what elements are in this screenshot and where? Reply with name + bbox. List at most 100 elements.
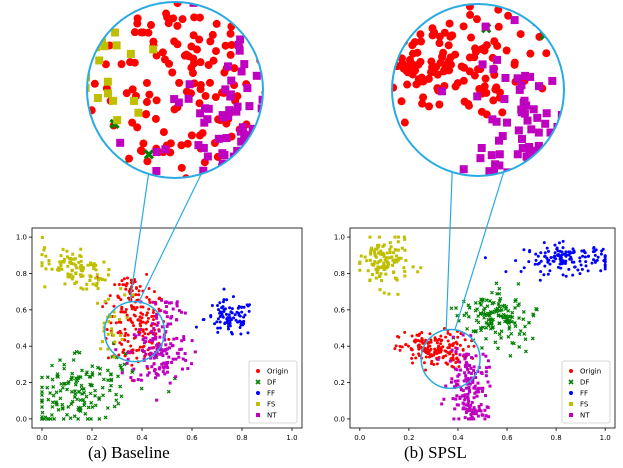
point-nt [466,397,470,401]
zoom-point-origin [440,28,449,37]
point-nt [134,334,138,338]
point-origin [138,284,142,288]
point-nt [162,366,166,370]
point-origin [446,339,450,343]
zoom-point-origin [227,40,236,49]
zoom-point-nt [517,134,526,143]
zoom-point-nt [236,35,245,44]
point-origin [138,322,142,326]
point-fs [382,264,386,268]
point-fs [96,278,100,282]
point-nt [182,335,186,339]
zoom-point-origin [195,13,204,22]
point-df [79,383,84,388]
point-fs [374,267,378,271]
point-df [89,416,93,421]
point-fs [379,266,383,270]
zoom-point-nt [492,117,501,126]
point-df [89,400,94,405]
point-nt [458,396,462,400]
zoom-magnified-circle [86,1,264,179]
point-origin [101,305,105,309]
point-ff [241,323,245,327]
point-df [501,315,506,320]
point-fs [377,275,381,279]
point-df [476,314,481,319]
point-fs [63,282,67,286]
point-nt [483,394,487,398]
zoom-point-fs [103,77,112,86]
point-ff [216,326,220,330]
point-fs [107,320,111,324]
point-fs [388,241,392,245]
point-nt [464,396,468,400]
point-df [490,290,494,295]
point-nt [151,300,155,304]
point-nt [160,298,164,302]
point-nt [169,316,173,320]
point-origin [119,298,123,302]
point-ff [549,255,553,259]
point-ff [235,310,239,314]
point-fs [374,255,378,259]
point-nt [453,385,457,389]
point-fs [379,252,383,256]
point-df [86,405,91,410]
point-df [51,385,56,389]
point-ff [538,278,542,282]
zoom-point-origin [196,85,205,94]
point-fs [73,281,77,285]
point-fs [377,243,381,247]
point-origin [433,349,437,353]
point-origin [411,361,415,365]
zoom-point-nt [514,126,523,135]
point-fs [62,257,66,261]
zoom-point-origin [435,100,444,109]
point-nt [182,337,186,341]
zoom-point-origin [417,73,426,82]
point-df [83,411,88,416]
point-fs [103,299,107,303]
point-origin [444,335,448,339]
point-origin [426,348,430,352]
zoom-point-origin [401,63,410,72]
point-fs [396,240,400,244]
zoom-point-origin [126,58,135,67]
zoom-point-nt [515,85,524,94]
point-fs [381,251,385,255]
point-df [50,363,54,368]
point-df [473,300,478,305]
point-nt [459,368,463,372]
zoom-point-nt [542,109,551,118]
legend-marker-ff [569,391,573,395]
point-nt [155,347,159,351]
point-ff [238,326,242,330]
zoom-point-fs [95,56,104,65]
point-nt [166,347,170,351]
zoom-point-nt [541,119,550,128]
point-df [97,416,102,421]
point-origin [456,335,460,339]
point-df [105,406,110,410]
point-nt [114,348,118,352]
point-df [517,344,522,349]
legend-marker-fs [569,402,573,406]
point-fs [85,287,89,291]
zoom-point-nt [459,165,468,174]
legend-marker-fs [256,402,260,406]
point-origin [120,307,124,311]
point-fs [400,246,404,250]
point-nt [164,330,168,334]
point-ff [242,319,246,323]
point-ff [239,320,243,324]
point-df [122,362,127,367]
point-nt [161,353,165,357]
zoom-point-origin [383,77,391,85]
zoom-point-nt [494,136,503,145]
zoom-point-nt [473,92,482,101]
zoom-point-nt [149,179,157,187]
point-df [526,320,531,325]
zoom-point-nt [196,109,205,118]
point-nt [168,301,172,305]
point-df [510,340,515,345]
